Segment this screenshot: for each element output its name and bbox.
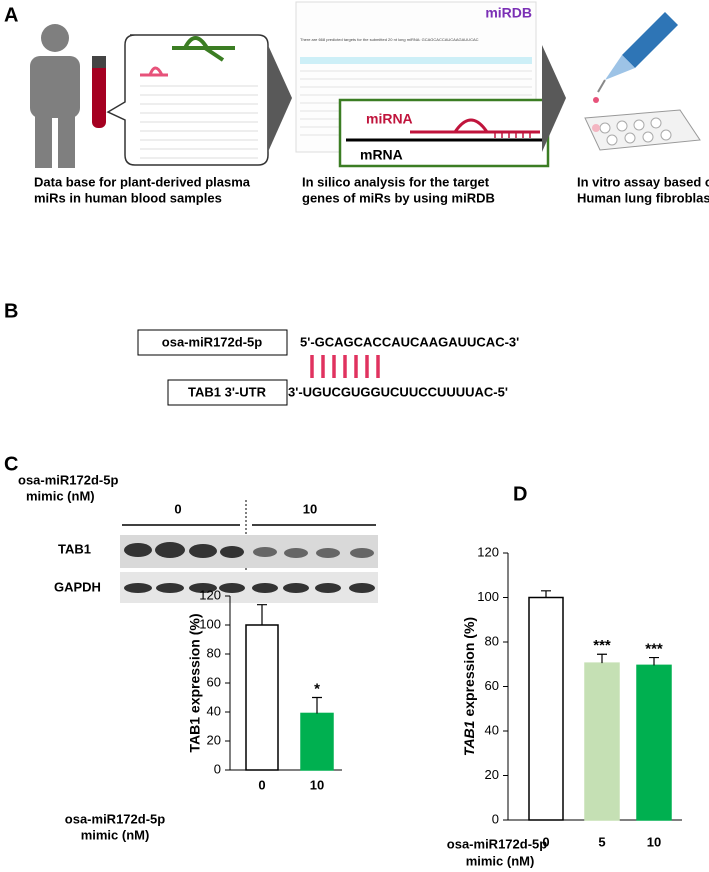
x-tick-label: 5 bbox=[598, 834, 605, 849]
band-label: GAPDH bbox=[54, 579, 101, 594]
y-axis-label: TAB1 expression (%) bbox=[187, 614, 203, 753]
panel-label: B bbox=[4, 300, 18, 322]
pipette-plate bbox=[584, 12, 701, 151]
treatment: mimic (nM) bbox=[26, 488, 95, 503]
screenshot-title: There are 668 predicted targets for the … bbox=[300, 37, 479, 42]
target-name: TAB1 3'-UTR bbox=[188, 384, 267, 399]
y-axis-label-part: TAB1 bbox=[461, 720, 477, 756]
dose: 0 bbox=[174, 501, 181, 516]
treatment: osa-miR172d-5p bbox=[18, 472, 118, 487]
significance: * bbox=[314, 680, 320, 697]
mirna-label: miRNA bbox=[366, 111, 413, 127]
y-tick-label: 60 bbox=[207, 674, 221, 689]
western-blot bbox=[120, 535, 378, 603]
caption: genes of miRs by using miRDB bbox=[302, 190, 495, 205]
error-bar bbox=[649, 656, 659, 666]
mirna-seq: 5'-GCAGCACCAUCAAGAUUCAC-3' bbox=[300, 334, 519, 349]
caption: In silico analysis for the target bbox=[302, 174, 490, 189]
significance: *** bbox=[645, 641, 663, 658]
dose: 10 bbox=[303, 501, 317, 516]
y-tick-label: 100 bbox=[199, 616, 221, 631]
bar bbox=[245, 624, 279, 771]
y-axis-label-part: expression (%) bbox=[461, 617, 477, 717]
x-axis-label: osa-miR172d-5p bbox=[447, 836, 547, 851]
mirna-name: osa-miR172d-5p bbox=[162, 334, 262, 349]
bar bbox=[636, 664, 672, 821]
logo: miRDB bbox=[485, 5, 532, 21]
y-tick-label: 80 bbox=[207, 645, 221, 660]
caption: Human lung fibroblasts bbox=[577, 190, 709, 205]
person-icon bbox=[30, 24, 80, 168]
target-seq: 3'-UGUCGUGGUCUUCCUUUUAC-5' bbox=[288, 384, 508, 399]
y-tick-label: 20 bbox=[485, 767, 499, 782]
significance: *** bbox=[593, 637, 611, 654]
y-tick-label: 60 bbox=[485, 678, 499, 693]
bubble bbox=[106, 34, 269, 166]
arrow bbox=[268, 45, 292, 152]
y-tick-label: 40 bbox=[485, 722, 499, 737]
y-tick-label: 120 bbox=[477, 544, 499, 559]
x-tick-label: 10 bbox=[310, 777, 324, 792]
x-tick-label: 0 bbox=[258, 777, 265, 792]
label-box bbox=[167, 379, 288, 406]
y-tick-label: 120 bbox=[199, 587, 221, 602]
panel-label: D bbox=[513, 483, 527, 505]
error-bar bbox=[597, 653, 607, 664]
bar bbox=[528, 596, 564, 821]
y-tick-label: 40 bbox=[207, 703, 221, 718]
pairing-bars bbox=[310, 355, 380, 378]
y-tick-label: 80 bbox=[485, 633, 499, 648]
band-label: TAB1 bbox=[58, 541, 91, 556]
caption: Data base for plant-derived plasma bbox=[34, 174, 251, 189]
x-axis-label: osa-miR172d-5p bbox=[65, 811, 165, 826]
mrna-label: mRNA bbox=[360, 147, 403, 163]
panel-label: A bbox=[4, 4, 18, 26]
blood-tube bbox=[92, 56, 106, 128]
caption: miRs in human blood samples bbox=[34, 190, 222, 205]
x-axis-label: mimic (nM) bbox=[466, 853, 535, 868]
y-tick-label: 100 bbox=[477, 589, 499, 604]
bar bbox=[300, 712, 334, 771]
x-tick-label: 0 bbox=[542, 834, 549, 849]
error-bar bbox=[312, 696, 322, 714]
y-axis-label: TAB1 expression (%) bbox=[461, 617, 477, 756]
label-box bbox=[137, 329, 288, 356]
binding-inset: miRNA mRNA bbox=[338, 98, 550, 168]
y-tick-label: 0 bbox=[214, 761, 221, 776]
x-tick-label: 10 bbox=[647, 834, 661, 849]
arrow bbox=[542, 45, 566, 152]
panel-label: C bbox=[4, 453, 18, 475]
bar bbox=[584, 662, 620, 821]
error-bar bbox=[541, 590, 551, 598]
y-tick-label: 0 bbox=[492, 811, 499, 826]
error-bar bbox=[257, 604, 267, 625]
y-tick-label: 20 bbox=[207, 732, 221, 747]
x-axis-label: mimic (nM) bbox=[81, 827, 150, 842]
caption: In vitro assay based on bbox=[577, 174, 709, 189]
